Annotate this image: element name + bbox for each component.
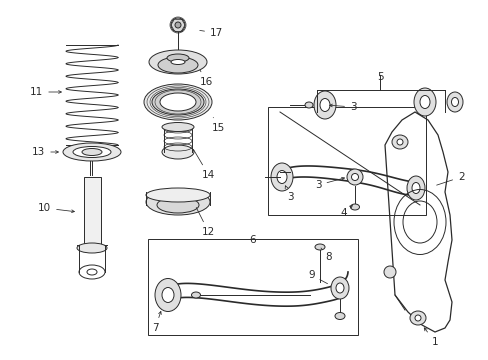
- Ellipse shape: [63, 143, 121, 161]
- Ellipse shape: [346, 169, 362, 185]
- Ellipse shape: [314, 244, 325, 250]
- Ellipse shape: [450, 98, 458, 107]
- Ellipse shape: [73, 147, 111, 158]
- Text: 9: 9: [307, 270, 327, 284]
- Ellipse shape: [276, 171, 286, 184]
- Ellipse shape: [335, 283, 343, 293]
- Text: 3: 3: [314, 177, 344, 190]
- Ellipse shape: [160, 93, 196, 111]
- Ellipse shape: [391, 135, 407, 149]
- Text: 3: 3: [285, 186, 293, 202]
- Ellipse shape: [143, 84, 212, 120]
- Text: 14: 14: [193, 149, 215, 180]
- Text: 11: 11: [30, 87, 61, 97]
- Ellipse shape: [446, 92, 462, 112]
- Text: 10: 10: [38, 203, 74, 213]
- Ellipse shape: [305, 102, 312, 108]
- Text: 7: 7: [152, 311, 161, 333]
- Ellipse shape: [162, 288, 174, 302]
- Text: 8: 8: [320, 248, 331, 262]
- Ellipse shape: [162, 122, 194, 131]
- Ellipse shape: [409, 311, 425, 325]
- Text: 3: 3: [329, 102, 356, 112]
- Ellipse shape: [419, 95, 429, 108]
- Text: 6: 6: [249, 235, 256, 245]
- Text: 4: 4: [339, 206, 352, 218]
- Bar: [148, 239, 357, 335]
- Ellipse shape: [152, 89, 203, 115]
- Ellipse shape: [351, 174, 358, 180]
- Text: 13: 13: [32, 147, 58, 157]
- Ellipse shape: [406, 176, 424, 200]
- Text: 2: 2: [436, 172, 464, 185]
- Ellipse shape: [383, 266, 395, 278]
- Ellipse shape: [313, 91, 335, 119]
- Text: 12: 12: [196, 207, 215, 237]
- Ellipse shape: [146, 188, 209, 202]
- Ellipse shape: [191, 292, 200, 298]
- Ellipse shape: [413, 88, 435, 116]
- Ellipse shape: [414, 315, 420, 321]
- Ellipse shape: [82, 149, 102, 156]
- Ellipse shape: [167, 54, 189, 62]
- Text: 17: 17: [199, 28, 223, 38]
- Text: 5: 5: [377, 72, 384, 82]
- Ellipse shape: [411, 183, 419, 194]
- Ellipse shape: [350, 204, 359, 210]
- Text: 16: 16: [200, 70, 213, 87]
- Ellipse shape: [330, 277, 348, 299]
- Ellipse shape: [319, 99, 329, 112]
- Ellipse shape: [149, 50, 206, 74]
- Ellipse shape: [270, 163, 292, 191]
- Ellipse shape: [77, 243, 107, 253]
- Circle shape: [175, 22, 181, 28]
- Text: 15: 15: [212, 117, 225, 133]
- Bar: [84, 177, 101, 245]
- Ellipse shape: [171, 59, 184, 64]
- Bar: [267, 107, 425, 215]
- Ellipse shape: [146, 189, 209, 215]
- Text: 1: 1: [424, 328, 438, 347]
- Ellipse shape: [157, 197, 199, 213]
- Ellipse shape: [155, 279, 181, 311]
- Ellipse shape: [396, 139, 402, 145]
- Ellipse shape: [158, 57, 198, 73]
- Circle shape: [171, 18, 184, 32]
- Ellipse shape: [162, 145, 194, 159]
- Ellipse shape: [334, 312, 345, 320]
